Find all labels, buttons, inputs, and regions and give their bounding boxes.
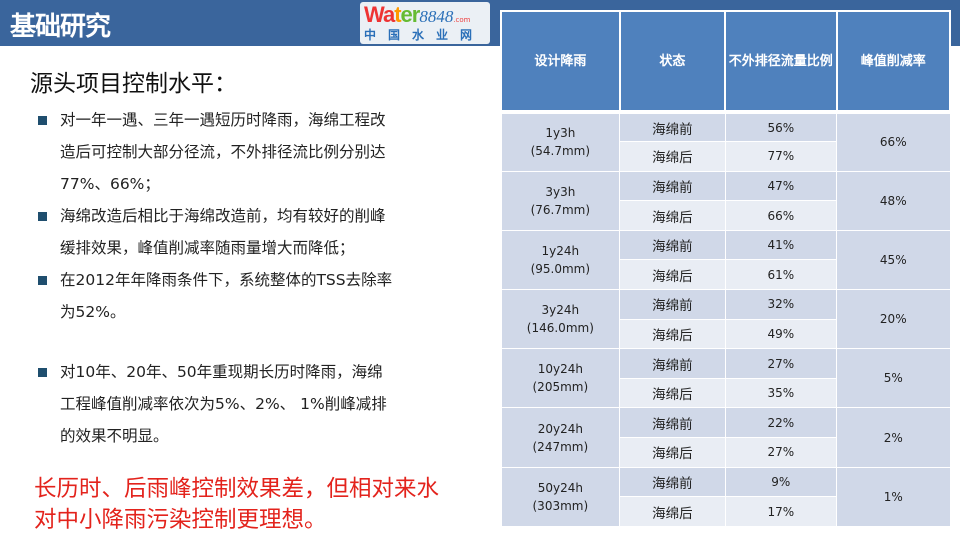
- col-header: 状态: [618, 10, 727, 114]
- rain-type: 20y24h: [537, 421, 583, 436]
- rain-type: 50y24h: [537, 480, 583, 495]
- peak-cell: 45%: [836, 229, 951, 291]
- table-row: 1y3h (54.7mm) 海绵前 56% 66%: [500, 111, 951, 172]
- bullet-line: 对10年、20年、50年重现期长历时降雨，海绵: [60, 363, 383, 381]
- ratio-cell: 27%: [724, 348, 838, 379]
- rain-type: 1y24h: [541, 243, 580, 258]
- ratio-cell: 41%: [724, 229, 838, 261]
- ratio-cell: 22%: [724, 407, 838, 439]
- table-row: 海绵后 27%: [501, 437, 950, 468]
- subtitle: 源头项目控制水平：: [30, 71, 237, 97]
- state-cell: 海绵后: [619, 377, 726, 409]
- rain-cell: 10y24h (205mm): [500, 348, 621, 409]
- col-header: 不外排径流量比例: [724, 10, 838, 114]
- bullet-line: 工程峰值削减率依次为5%、2%、 1%削峰减排: [60, 395, 387, 413]
- rain-cell: 3y24h (146.0mm): [500, 289, 621, 350]
- bullet-line: 造后可控制大部分径流，不外排径流比例分别达: [60, 143, 386, 161]
- state-cell: 海绵前: [619, 229, 726, 261]
- ratio-cell: 47%: [724, 170, 838, 202]
- state-cell: 海绵后: [619, 259, 726, 291]
- bullet-line: 海绵改造后相比于海绵改造前，均有较好的削峰: [60, 207, 386, 225]
- bullet-item: 对一年一遇、三年一遇短历时降雨，海绵工程改 造后可控制大部分径流，不外排径流比例分…: [38, 104, 450, 200]
- table-row: 海绵后 61%: [501, 259, 950, 291]
- table-row: 1y24h (95.0mm) 海绵前 41% 45%: [500, 229, 951, 291]
- bullet-square-icon: [38, 276, 47, 285]
- table-row: 海绵后 49%: [501, 318, 950, 350]
- bullet-line: 为52%。: [60, 303, 126, 321]
- rain-cell: 3y3h (76.7mm): [500, 170, 621, 231]
- bullet-square-icon: [38, 368, 47, 377]
- rain-cell: 1y3h (54.7mm): [500, 111, 621, 172]
- bullet-item: 在2012年年降雨条件下，系统整体的TSS去除率 为52%。: [38, 264, 450, 328]
- rain-type: 10y24h: [537, 362, 583, 377]
- col-header: 峰值削减率: [835, 10, 952, 114]
- rain-type: 3y24h: [541, 303, 580, 318]
- state-cell: 海绵前: [619, 348, 726, 379]
- rain-depth: (303mm): [532, 498, 589, 513]
- watermark-logo: Water8848.com 中国水业网: [360, 2, 490, 44]
- state-cell: 海绵前: [619, 466, 726, 498]
- table-row: 海绵后 17%: [501, 496, 950, 527]
- ratio-cell: 32%: [724, 289, 838, 320]
- col-header: 设计降雨: [500, 10, 621, 114]
- table-row: 50y24h (303mm) 海绵前 9% 1%: [500, 466, 951, 527]
- state-cell: 海绵后: [619, 200, 726, 231]
- rain-depth: (247mm): [532, 439, 589, 454]
- bullet-line: 缓排效果，峰值削减率随雨量增大而降低；: [60, 239, 355, 257]
- bullet-square-icon: [38, 116, 47, 125]
- table-row: 20y24h (247mm) 海绵前 22% 2%: [500, 407, 951, 468]
- ratio-cell: 17%: [724, 496, 838, 527]
- ratio-cell: 35%: [724, 377, 838, 409]
- ratio-cell: 61%: [724, 259, 838, 291]
- state-cell: 海绵后: [619, 496, 726, 527]
- rain-depth: (146.0mm): [526, 321, 594, 336]
- peak-cell: 48%: [836, 170, 951, 231]
- bullet-line: 的效果不明显。: [60, 427, 169, 445]
- bullet-line: 在2012年年降雨条件下，系统整体的TSS去除率: [60, 271, 393, 289]
- table-row: 海绵后 35%: [501, 377, 950, 409]
- state-cell: 海绵后: [619, 318, 726, 350]
- rain-depth: (95.0mm): [530, 261, 591, 276]
- conclusion: 长历时、后雨峰控制效果差，但相对来水 对中小降雨污染控制更理想。: [34, 474, 494, 536]
- table-row: 3y24h (146.0mm) 海绵前 32% 20%: [500, 289, 951, 350]
- bullet-square-icon: [38, 212, 47, 221]
- state-cell: 海绵前: [619, 407, 726, 439]
- peak-cell: 1%: [836, 466, 951, 527]
- state-cell: 海绵后: [619, 141, 726, 172]
- bullet-item: 对10年、20年、50年重现期长历时降雨，海绵 工程峰值削减率依次为5%、2%、 …: [38, 356, 450, 452]
- ratio-cell: 66%: [724, 200, 838, 231]
- peak-cell: 5%: [836, 348, 951, 409]
- conclusion-line: 对中小降雨污染控制更理想。: [34, 507, 327, 533]
- peak-cell: 2%: [836, 407, 951, 468]
- ratio-cell: 77%: [724, 141, 838, 172]
- rain-depth: (205mm): [532, 380, 589, 395]
- bullet-line: 对一年一遇、三年一遇短历时降雨，海绵工程改: [60, 111, 386, 129]
- table-row: 海绵后 77%: [501, 141, 950, 172]
- peak-cell: 20%: [836, 289, 951, 350]
- ratio-cell: 49%: [724, 318, 838, 350]
- bullet-item: 海绵改造后相比于海绵改造前，均有较好的削峰 缓排效果，峰值削减率随雨量增大而降低；: [38, 200, 450, 264]
- ratio-cell: 27%: [724, 437, 838, 468]
- table-row: 3y3h (76.7mm) 海绵前 47% 48%: [500, 170, 951, 231]
- state-cell: 海绵前: [619, 289, 726, 320]
- table-row: 海绵后 66%: [501, 200, 950, 231]
- results-table: 设计降雨 状态 不外排径流量比例 峰值削减率 1y3h (54.7mm) 海绵前 …: [500, 10, 952, 527]
- state-cell: 海绵前: [619, 111, 726, 143]
- ratio-cell: 9%: [724, 466, 838, 498]
- rain-type: 1y3h: [545, 126, 576, 141]
- table-row: 10y24h (205mm) 海绵前 27% 5%: [500, 348, 951, 409]
- slide-title: 基础研究: [10, 12, 111, 42]
- ratio-cell: 56%: [724, 111, 838, 143]
- peak-cell: 66%: [836, 111, 951, 172]
- conclusion-line: 长历时、后雨峰控制效果差，但相对来水: [34, 476, 440, 502]
- rain-type: 3y3h: [545, 184, 576, 199]
- rain-cell: 20y24h (247mm): [500, 407, 621, 468]
- bullet-line: 77%、66%；: [60, 175, 160, 193]
- rain-cell: 1y24h (95.0mm): [500, 229, 621, 291]
- rain-cell: 50y24h (303mm): [500, 466, 621, 527]
- rain-depth: (54.7mm): [530, 144, 591, 159]
- rain-depth: (76.7mm): [530, 202, 591, 217]
- state-cell: 海绵前: [619, 170, 726, 202]
- state-cell: 海绵后: [619, 437, 726, 468]
